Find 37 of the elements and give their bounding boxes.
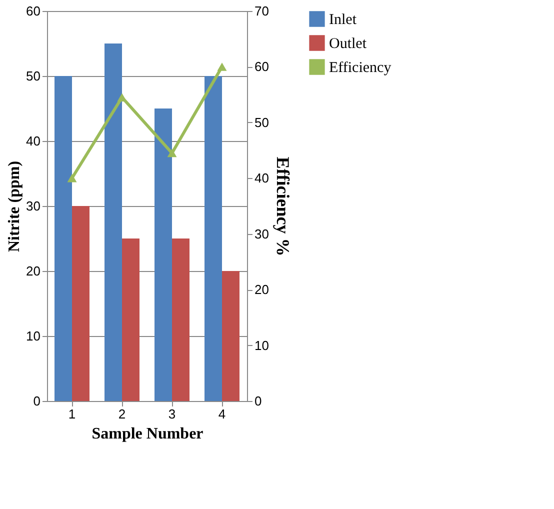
- bar: [122, 238, 140, 401]
- y2-tick-label: 10: [254, 338, 269, 353]
- y-tick-label: 30: [26, 198, 40, 214]
- y-axis-title: Nitrite (ppm): [6, 160, 24, 252]
- y2-tick-label: 30: [254, 226, 269, 242]
- x-tick-label: 1: [68, 406, 76, 422]
- y2-tick-label: 50: [254, 114, 269, 130]
- x-tick-label: 3: [168, 406, 176, 422]
- point: [167, 148, 177, 158]
- y-tick-label: 40: [26, 134, 40, 148]
- point: [67, 174, 77, 182]
- y-tick-label: 0: [33, 394, 40, 408]
- point: [217, 62, 227, 71]
- y2-tick-label: 40: [254, 170, 269, 186]
- legend-label: Efficiency: [329, 60, 392, 76]
- y2-tick-label: 60: [254, 59, 269, 74]
- y-tick-label: 10: [26, 328, 40, 344]
- bar: [204, 76, 222, 401]
- bar: [222, 271, 240, 401]
- legend-label: Outlet: [329, 36, 368, 52]
- y-tick-label: 20: [26, 264, 40, 278]
- bar: [154, 108, 172, 401]
- bar: [172, 238, 190, 401]
- y2-tick-label: 20: [254, 282, 269, 298]
- y2-axis-title: Efficiency %: [272, 156, 293, 256]
- legend-label: Inlet: [329, 12, 358, 28]
- x-axis-title: Sample Number: [92, 426, 204, 442]
- bar: [72, 206, 90, 401]
- x-tick-label: 2: [118, 406, 126, 422]
- x-tick-label: 4: [218, 406, 226, 422]
- y2-tick-label: 70: [254, 4, 269, 18]
- point: [117, 93, 127, 102]
- y-tick-label: 50: [26, 68, 40, 84]
- bar: [54, 76, 72, 401]
- y2-tick-label: 0: [254, 394, 262, 408]
- bar: [104, 44, 122, 401]
- y-tick-label: 60: [26, 4, 40, 18]
